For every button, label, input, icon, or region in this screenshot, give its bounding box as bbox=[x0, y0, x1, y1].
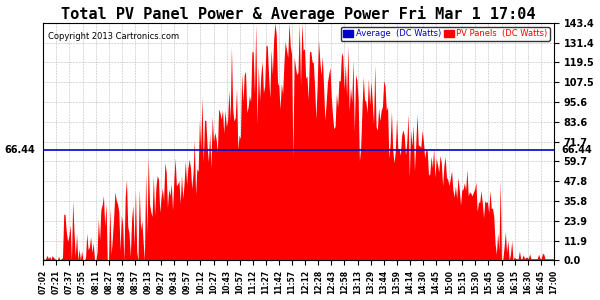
Legend: Average  (DC Watts), PV Panels  (DC Watts): Average (DC Watts), PV Panels (DC Watts) bbox=[341, 27, 550, 41]
Text: 66.44: 66.44 bbox=[5, 145, 35, 155]
Title: Total PV Panel Power & Average Power Fri Mar 1 17:04: Total PV Panel Power & Average Power Fri… bbox=[61, 6, 536, 22]
Text: Copyright 2013 Cartronics.com: Copyright 2013 Cartronics.com bbox=[49, 32, 179, 41]
Text: 66.44: 66.44 bbox=[562, 145, 592, 155]
